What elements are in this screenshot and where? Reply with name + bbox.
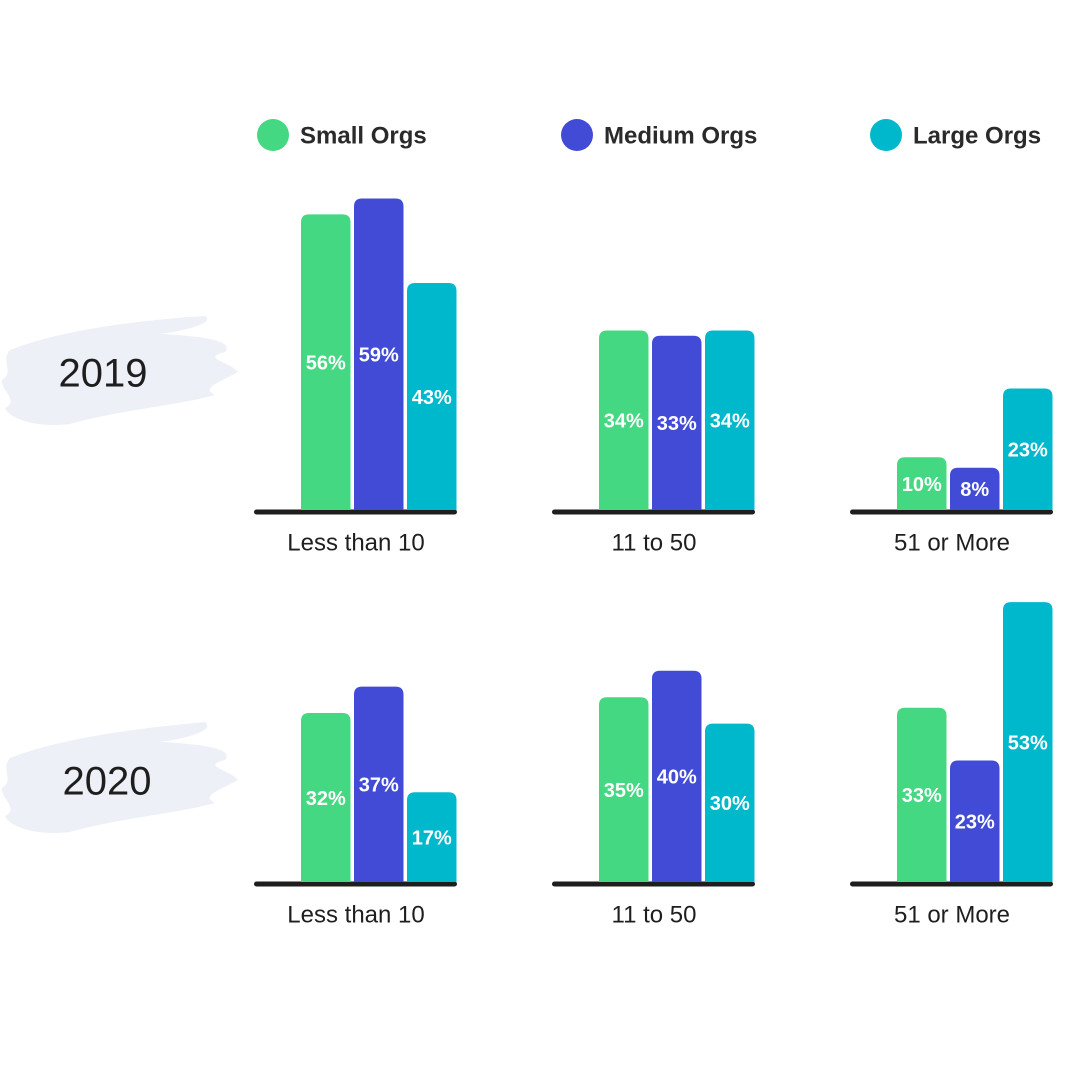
axis-baseline <box>254 509 457 515</box>
value-label: 10% <box>902 474 942 496</box>
bar <box>897 707 947 882</box>
x-tick-label: Less than 10 <box>287 529 424 556</box>
value-label: 32% <box>306 788 346 810</box>
value-label: 37% <box>359 775 399 797</box>
value-label: 30% <box>710 793 750 815</box>
bar <box>354 198 404 511</box>
bar <box>652 670 702 882</box>
value-label: 56% <box>306 352 346 374</box>
legend-swatch <box>870 119 902 151</box>
value-label: 23% <box>1008 440 1048 462</box>
value-label: 53% <box>1008 732 1048 754</box>
axis-baseline <box>552 509 755 515</box>
x-tick-label: 51 or More <box>894 901 1010 928</box>
x-tick-label: 11 to 50 <box>612 901 697 928</box>
value-label: 34% <box>710 411 750 433</box>
value-label: 8% <box>960 479 989 501</box>
bar <box>1003 602 1053 882</box>
bar <box>705 330 755 510</box>
legend-label: Small Orgs <box>300 122 427 149</box>
brush-stroke <box>1 722 239 834</box>
axis-baseline <box>850 509 1053 515</box>
legend-label: Medium Orgs <box>604 122 757 149</box>
axis-baseline <box>850 881 1053 887</box>
legend-label: Large Orgs <box>913 122 1041 149</box>
value-label: 34% <box>604 411 644 433</box>
bar <box>407 282 457 510</box>
bar <box>301 214 351 510</box>
x-tick-label: Less than 10 <box>287 901 424 928</box>
x-tick-label: 11 to 50 <box>612 529 697 556</box>
brush-stroke <box>1 316 239 426</box>
x-tick-label: 51 or More <box>894 529 1010 556</box>
value-label: 59% <box>359 345 399 367</box>
axis-baseline <box>254 881 457 887</box>
legend-swatch <box>257 119 289 151</box>
value-label: 35% <box>604 780 644 802</box>
bar <box>599 330 649 510</box>
value-label: 40% <box>657 767 697 789</box>
panel-title: 2019 <box>59 352 148 396</box>
value-label: 33% <box>657 413 697 435</box>
value-label: 23% <box>955 812 995 834</box>
panel-title: 2020 <box>63 760 152 804</box>
legend-swatch <box>561 119 593 151</box>
value-label: 17% <box>412 827 452 849</box>
value-label: 43% <box>412 387 452 409</box>
bar <box>599 697 649 882</box>
bar <box>1003 388 1053 510</box>
bar <box>652 335 702 510</box>
axis-baseline <box>552 881 755 887</box>
value-label: 33% <box>902 785 942 807</box>
bar <box>950 467 1000 510</box>
bar <box>301 713 351 882</box>
bar <box>354 686 404 882</box>
bar <box>897 457 947 510</box>
bar <box>705 723 755 882</box>
bar <box>950 760 1000 882</box>
bar <box>407 792 457 882</box>
